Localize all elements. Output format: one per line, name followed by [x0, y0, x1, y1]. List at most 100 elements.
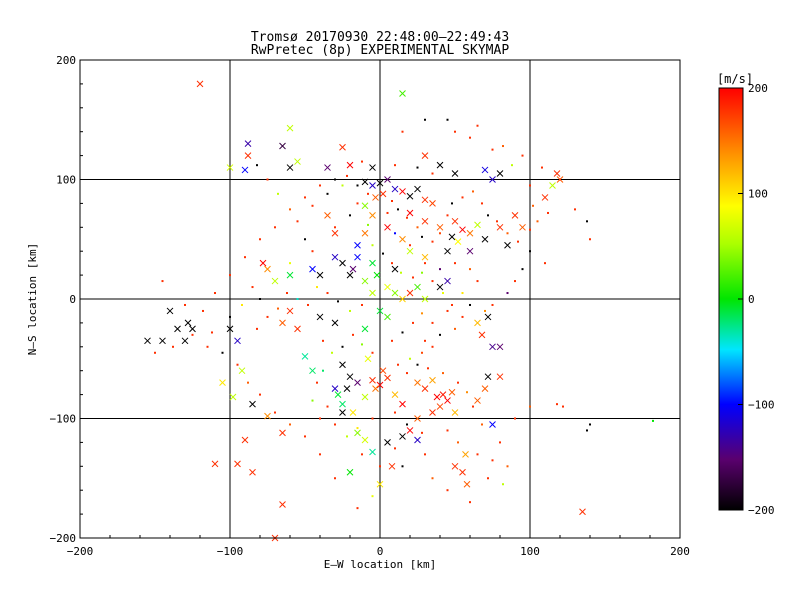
dot-marker — [431, 477, 434, 480]
dot-marker — [304, 196, 306, 199]
cross-marker-stroke — [369, 259, 376, 267]
dot-marker — [424, 453, 426, 456]
x-tick-label: 100 — [520, 545, 540, 558]
dot-marker — [286, 292, 288, 295]
dot-marker — [454, 130, 456, 133]
cross-marker — [331, 319, 339, 327]
dot-marker — [251, 286, 254, 289]
dot-marker — [296, 220, 299, 223]
cross-marker — [364, 355, 372, 363]
x-axis-label: E–W location [km] — [324, 558, 437, 571]
dot-marker — [421, 235, 423, 238]
cross-marker-stroke — [454, 238, 462, 245]
dot-marker — [259, 393, 261, 396]
cross-marker-stroke — [384, 374, 391, 382]
cross-marker-stroke — [369, 164, 376, 171]
dot-marker — [439, 268, 441, 271]
cross-marker-stroke — [354, 429, 361, 437]
cross-marker-stroke — [414, 436, 421, 444]
cross-marker-stroke — [241, 166, 249, 174]
cross-marker — [241, 166, 249, 174]
dot-marker — [334, 178, 336, 181]
cross-marker-stroke — [376, 381, 384, 389]
dot-marker — [521, 154, 524, 157]
cross-marker — [324, 164, 331, 171]
cross-marker — [379, 367, 387, 375]
cross-marker-stroke — [414, 415, 421, 422]
dot-marker — [326, 405, 329, 408]
cross-marker — [384, 439, 391, 446]
dot-marker — [352, 333, 354, 336]
cross-marker — [399, 295, 406, 303]
dot-marker — [469, 268, 471, 271]
dot-marker — [331, 351, 333, 354]
dot-marker — [421, 271, 423, 274]
dot-marker — [431, 321, 434, 324]
dot-marker — [481, 423, 483, 426]
cross-marker-stroke — [244, 140, 252, 148]
cross-marker — [391, 391, 399, 398]
dot-marker — [506, 465, 509, 468]
dot-marker — [589, 423, 591, 426]
cross-marker-stroke — [174, 325, 181, 333]
cross-marker-stroke — [579, 508, 586, 516]
dot-marker — [451, 303, 453, 306]
cross-marker — [309, 265, 316, 273]
cross-marker — [384, 283, 391, 291]
dot-marker — [386, 211, 389, 214]
cross-marker — [406, 192, 414, 200]
cross-marker-stroke — [361, 436, 369, 444]
y-axis-label: N–S location [km] — [26, 243, 39, 356]
cross-marker — [166, 307, 174, 315]
dot-marker — [394, 232, 396, 235]
dot-marker — [431, 345, 434, 348]
cross-marker-stroke — [369, 182, 376, 189]
dot-marker — [371, 244, 374, 247]
cross-marker — [421, 385, 429, 392]
cross-marker-stroke — [361, 393, 369, 401]
dot-marker — [589, 238, 591, 241]
dot-marker — [326, 292, 329, 295]
cross-marker-stroke — [384, 313, 391, 321]
cross-marker — [294, 325, 301, 333]
dot-marker — [341, 184, 344, 187]
dot-marker — [487, 477, 489, 480]
colorbar-tick-label: −200 — [748, 504, 775, 517]
cross-marker-stroke — [484, 373, 492, 381]
cross-marker — [316, 313, 324, 321]
cross-marker — [496, 343, 504, 351]
cross-marker-stroke — [439, 391, 447, 398]
cross-marker — [361, 393, 369, 401]
cross-marker-stroke — [391, 265, 399, 273]
dot-marker — [307, 303, 309, 306]
cross-marker-stroke — [226, 325, 234, 333]
dot-marker — [499, 441, 501, 444]
dot-marker — [424, 262, 426, 265]
dot-marker — [172, 345, 174, 348]
cross-marker — [372, 194, 379, 201]
cross-marker-stroke — [384, 439, 391, 446]
cross-marker-stroke — [309, 367, 316, 375]
cross-marker — [406, 289, 414, 297]
cross-marker-stroke — [264, 265, 271, 273]
cross-marker-stroke — [399, 433, 406, 440]
cross-marker — [421, 152, 429, 159]
cross-marker-stroke — [429, 409, 436, 416]
dot-marker — [586, 429, 588, 432]
dot-marker — [461, 315, 464, 318]
cross-marker — [466, 229, 474, 237]
dot-marker — [496, 220, 498, 223]
cross-marker-stroke — [463, 480, 471, 488]
dot-marker — [517, 240, 519, 243]
cross-marker-stroke — [309, 265, 316, 273]
dot-marker — [367, 223, 369, 226]
cross-marker — [286, 271, 294, 279]
cross-marker-stroke — [421, 253, 429, 261]
dot-marker — [241, 303, 243, 306]
dot-marker — [184, 303, 186, 306]
cross-marker-stroke — [349, 265, 357, 273]
cross-marker-stroke — [286, 307, 294, 315]
cross-marker — [286, 307, 294, 315]
dot-marker — [391, 262, 393, 265]
cross-marker — [481, 235, 489, 243]
